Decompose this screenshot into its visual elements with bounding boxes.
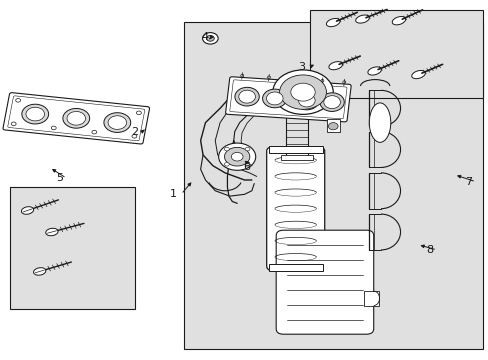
- Ellipse shape: [132, 135, 137, 138]
- FancyBboxPatch shape: [225, 77, 350, 122]
- Ellipse shape: [323, 96, 340, 109]
- Ellipse shape: [328, 123, 337, 130]
- Ellipse shape: [367, 67, 381, 75]
- Ellipse shape: [92, 130, 97, 134]
- Bar: [10, 187, 135, 309]
- Ellipse shape: [266, 92, 283, 105]
- Ellipse shape: [279, 75, 326, 109]
- Ellipse shape: [391, 17, 405, 25]
- Ellipse shape: [262, 89, 286, 108]
- Ellipse shape: [244, 147, 249, 151]
- Ellipse shape: [136, 111, 141, 114]
- Text: 3: 3: [298, 62, 305, 72]
- Text: 7: 7: [464, 177, 471, 187]
- Text: 5: 5: [56, 173, 62, 183]
- Bar: [183, 22, 483, 348]
- Ellipse shape: [240, 74, 243, 77]
- Ellipse shape: [108, 116, 126, 129]
- Ellipse shape: [34, 268, 46, 275]
- Text: 4: 4: [201, 32, 208, 41]
- Ellipse shape: [11, 122, 16, 126]
- FancyBboxPatch shape: [276, 230, 373, 334]
- Ellipse shape: [267, 76, 270, 79]
- Ellipse shape: [67, 112, 85, 125]
- Ellipse shape: [328, 62, 342, 70]
- Ellipse shape: [320, 79, 323, 82]
- Ellipse shape: [272, 70, 332, 114]
- Ellipse shape: [22, 104, 48, 124]
- Ellipse shape: [224, 162, 229, 166]
- Ellipse shape: [224, 147, 229, 151]
- Ellipse shape: [342, 81, 345, 84]
- Ellipse shape: [51, 126, 56, 130]
- Bar: [268, 146, 322, 153]
- Ellipse shape: [298, 94, 314, 107]
- Text: 8: 8: [426, 245, 432, 255]
- FancyBboxPatch shape: [266, 147, 324, 270]
- Bar: [363, 291, 378, 306]
- Ellipse shape: [206, 36, 214, 41]
- Ellipse shape: [63, 108, 89, 128]
- Ellipse shape: [299, 78, 302, 81]
- Ellipse shape: [21, 207, 34, 214]
- Ellipse shape: [16, 99, 20, 102]
- Ellipse shape: [244, 162, 249, 166]
- Text: 1: 1: [170, 189, 177, 199]
- Ellipse shape: [45, 228, 58, 236]
- Bar: [268, 264, 322, 271]
- Ellipse shape: [319, 93, 344, 112]
- Ellipse shape: [218, 143, 255, 170]
- Ellipse shape: [411, 71, 425, 79]
- Bar: [281, 89, 312, 94]
- Ellipse shape: [103, 113, 130, 132]
- Ellipse shape: [224, 147, 249, 166]
- Bar: [327, 119, 339, 132]
- Ellipse shape: [368, 103, 390, 142]
- Bar: [281, 155, 312, 160]
- FancyBboxPatch shape: [3, 93, 149, 144]
- Ellipse shape: [290, 83, 315, 101]
- Ellipse shape: [355, 15, 368, 23]
- Ellipse shape: [326, 18, 339, 27]
- Ellipse shape: [202, 33, 218, 44]
- Text: 2: 2: [131, 127, 138, 136]
- Ellipse shape: [26, 107, 44, 121]
- Ellipse shape: [238, 90, 255, 103]
- Ellipse shape: [231, 152, 243, 161]
- Bar: [310, 10, 483, 98]
- Ellipse shape: [234, 87, 259, 106]
- Text: 6: 6: [243, 162, 250, 172]
- Ellipse shape: [294, 91, 318, 110]
